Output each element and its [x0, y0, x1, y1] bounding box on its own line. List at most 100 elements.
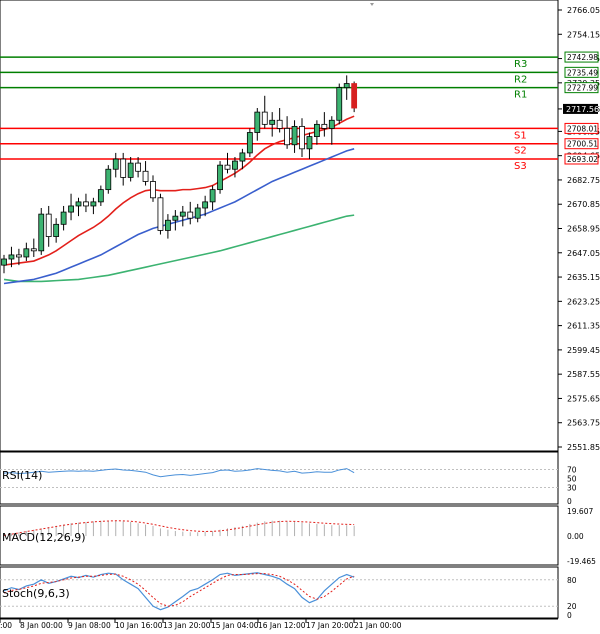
candle-body	[83, 201, 89, 207]
candle-body	[194, 207, 201, 219]
price-y-tick-label: 2599.45	[567, 346, 600, 355]
candle-body	[75, 201, 82, 207]
price-y-tick-label: 2658.95	[567, 225, 600, 234]
ma-mid-line	[3, 148, 355, 285]
macd-y-tick-label: -19.465	[567, 557, 596, 566]
time-tick-label: 9 Jan 08:00	[68, 621, 111, 630]
price-y-tick-label: 2754.15	[567, 30, 600, 39]
candle-body	[269, 119, 276, 125]
candle-body	[179, 211, 186, 217]
candle-body	[150, 181, 156, 199]
candle-body	[321, 123, 328, 129]
candle-body	[112, 158, 119, 170]
level-price-box-r1	[564, 82, 599, 94]
time-tick-label: 16 Jan 12:00	[258, 621, 306, 630]
level-name-s1: S1	[514, 130, 527, 141]
ma-slow-line	[3, 214, 355, 283]
level-price-box-s2	[564, 138, 599, 150]
level-price-box-r2	[564, 66, 599, 78]
candle-body	[217, 164, 223, 191]
candle-body	[38, 213, 45, 252]
price-y-tick-label: 2635.15	[567, 273, 600, 282]
rsi-y-tick-label: 0	[567, 497, 572, 506]
candle-body	[157, 197, 164, 231]
level-name-r1: R1	[514, 90, 527, 101]
price-y-tick-label: 2647.05	[567, 249, 600, 258]
candle-body	[23, 248, 30, 258]
level-price-box-r3	[564, 51, 599, 63]
stoch-title: Stoch(9,6,3)	[2, 587, 70, 600]
candle-body	[97, 189, 104, 203]
candle-body	[120, 158, 127, 178]
candle-body	[127, 162, 134, 178]
candle-body	[239, 152, 246, 162]
candle-body	[53, 223, 60, 237]
stoch-y-tick-label: 20	[567, 602, 577, 611]
time-tick-label: 21 Jan 00:00	[354, 621, 402, 630]
stoch-y-tick-label: 0	[567, 611, 572, 620]
candle-body	[232, 160, 238, 170]
price-y-tick-label: 2670.85	[567, 200, 600, 209]
price-y-tick-label: 2575.65	[567, 394, 600, 403]
level-price-box-s1	[564, 122, 599, 134]
time-tick-label: :00	[0, 621, 12, 630]
rsi-panel	[0, 451, 559, 505]
candle-body	[336, 87, 343, 121]
candle-body	[68, 205, 74, 213]
rsi-line	[3, 468, 355, 478]
macd-title: MACD(12,26,9)	[2, 531, 86, 544]
candle-body	[202, 201, 209, 209]
candle-body	[172, 215, 179, 221]
candle-body	[299, 125, 305, 150]
stoch-signal-line	[3, 573, 355, 607]
candle-body	[284, 128, 291, 146]
scroll-marker-icon	[370, 3, 374, 6]
level-name-s3: S3	[514, 161, 527, 172]
candle-body	[351, 83, 358, 109]
level-price-label-s2: 2700.51	[567, 140, 598, 149]
level-price-label-s1: 2708.01	[567, 124, 598, 133]
level-price-label-r1: 2727.99	[567, 84, 598, 93]
level-price-label-r3: 2742.98	[567, 53, 598, 62]
time-tick-label: 15 Jan 04:00	[211, 621, 259, 630]
current-price-label: 2717.56	[566, 105, 599, 114]
price-y-tick-label: 2682.75	[567, 176, 600, 185]
level-name-r2: R2	[514, 74, 527, 85]
candle-body	[209, 189, 216, 203]
candle-body	[135, 162, 142, 172]
candle-body	[246, 132, 253, 154]
rsi-y-tick-label: 50	[567, 475, 577, 484]
time-tick-label: 10 Jan 16:00	[115, 621, 163, 630]
candle-body	[60, 211, 67, 225]
rsi-y-tick-label: 70	[567, 466, 577, 475]
price-y-tick-label: 2611.35	[567, 322, 600, 331]
stoch-panel	[0, 566, 559, 619]
candle-body	[164, 219, 171, 231]
current-price-box	[563, 103, 598, 114]
price-y-tick-label: 2766.05	[567, 6, 600, 15]
candle-body	[224, 164, 231, 170]
macd-y-tick-label: 0.00	[567, 532, 584, 541]
candle-body	[105, 168, 112, 191]
candle-body	[313, 123, 320, 137]
level-price-box-s3	[564, 153, 599, 165]
time-tick-label: 17 Jan 20:00	[306, 621, 354, 630]
candle-body	[8, 254, 15, 260]
rsi-y-tick-label: 30	[567, 484, 577, 493]
candle-body	[343, 83, 350, 89]
price-y-tick-label: 2563.75	[567, 419, 600, 428]
stoch-y-tick-label: 80	[567, 576, 577, 585]
price-y-tick-label: 2623.25	[567, 297, 600, 306]
level-price-label-r2: 2735.49	[567, 68, 598, 77]
candle-body	[261, 111, 268, 125]
macd-y-tick-label: 19.607	[567, 507, 593, 516]
candle-body	[276, 119, 283, 129]
level-name-r3: R3	[514, 59, 527, 70]
price-y-tick-label: 2587.55	[567, 370, 600, 379]
rsi-title: RSI(14)	[2, 469, 42, 482]
time-tick-label: 13 Jan 20:00	[163, 621, 211, 630]
price-y-tick-label: 2551.85	[567, 443, 600, 452]
candle-body	[142, 170, 149, 182]
candle-body	[1, 258, 7, 266]
stoch-main-line	[3, 572, 355, 611]
